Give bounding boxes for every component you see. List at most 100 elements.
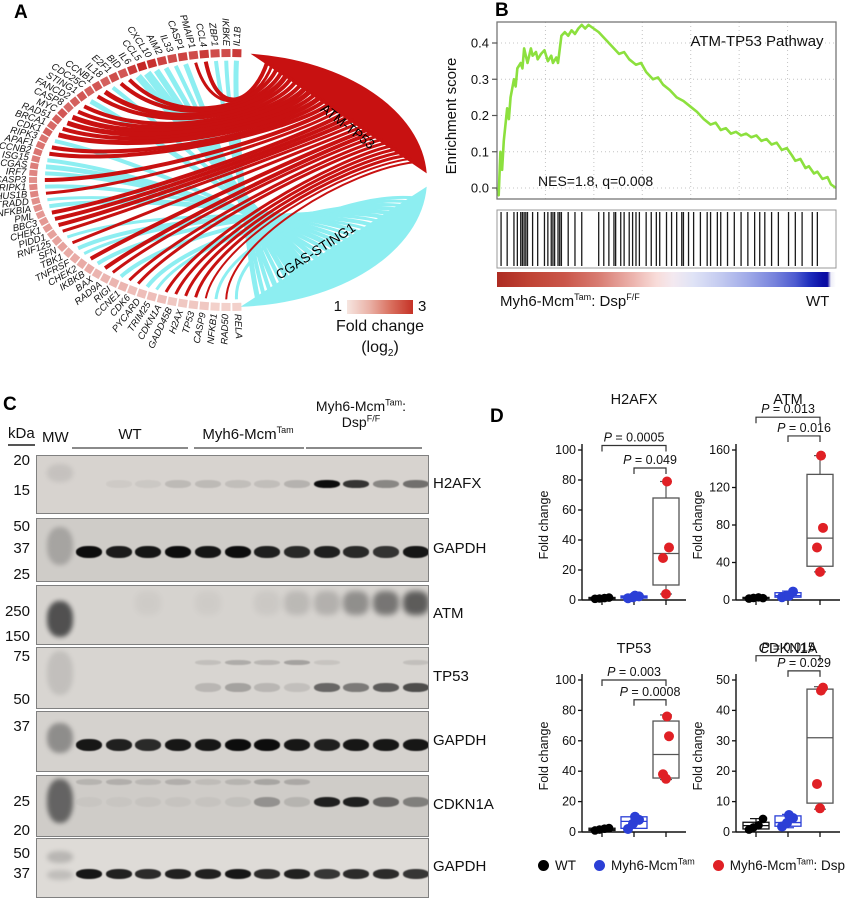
protein-band bbox=[165, 869, 192, 879]
ribbon-IKBKB bbox=[96, 211, 386, 266]
data-point bbox=[604, 823, 614, 833]
protein-band bbox=[105, 869, 132, 879]
gene-label-IL1B: IL1B bbox=[232, 26, 244, 47]
protein-band bbox=[165, 797, 192, 807]
dsp-dot-icon bbox=[712, 860, 724, 871]
nes-annotation: NES=1.8, q=0.008 bbox=[538, 173, 653, 189]
ribbon-CDK6 bbox=[137, 141, 388, 285]
data-point bbox=[784, 809, 794, 820]
y-tick-label: 0 bbox=[723, 825, 730, 839]
rank-gradient-bar bbox=[497, 272, 836, 287]
gene-block-TRADD bbox=[31, 197, 41, 205]
protein-band bbox=[194, 682, 221, 692]
protein-band bbox=[194, 779, 221, 785]
ribbon-SFN bbox=[71, 124, 364, 245]
boxplot-atm: ATM 0 40 80 120 160 Fold change P = 0.013 P = 0.… bbox=[692, 392, 840, 607]
ribbon-CHEK2 bbox=[89, 127, 369, 261]
fc-min-label: 1 bbox=[333, 298, 342, 315]
gene-label-NFKB1: NFKB1 bbox=[206, 313, 221, 345]
kda-marker-20: 20 bbox=[13, 822, 30, 839]
data-point bbox=[812, 778, 822, 789]
data-point bbox=[664, 731, 674, 742]
protein-band bbox=[343, 480, 370, 488]
data-point bbox=[664, 542, 674, 553]
kda-marker-50: 50 bbox=[13, 691, 30, 708]
chart-title: H2AFX bbox=[611, 392, 658, 408]
p-value: P = 0.015 bbox=[761, 641, 815, 655]
panel-d-label: D bbox=[490, 406, 504, 427]
gene-block-CGAS bbox=[29, 162, 39, 170]
p-bracket bbox=[601, 444, 667, 452]
protein-band bbox=[76, 779, 102, 785]
ribbon-RAD9A bbox=[111, 134, 379, 274]
blot-label-gapdh-4: GAPDH bbox=[433, 731, 487, 749]
ribbon-TRIM25 bbox=[155, 203, 404, 291]
data-point bbox=[816, 450, 826, 461]
protein-band bbox=[194, 591, 221, 615]
y-tick-label: 0.0 bbox=[471, 181, 489, 196]
gene-block-ISG15 bbox=[31, 155, 41, 163]
gene-block-MYC bbox=[57, 107, 68, 119]
data-point bbox=[758, 593, 768, 603]
gene-block-CCL5 bbox=[136, 61, 148, 72]
protein-band bbox=[105, 779, 132, 785]
protein-band bbox=[165, 779, 192, 785]
p-bracket bbox=[787, 435, 821, 442]
gsea-right-group-label: WT bbox=[806, 293, 830, 310]
boxplot-h2afx: H2AFX 0 20 40 60 80 100 Fold change P = 0.0005 P … bbox=[538, 392, 686, 607]
data-point bbox=[784, 590, 794, 601]
protein-band bbox=[373, 739, 399, 751]
gene-label-HUS1B: HUS1B bbox=[0, 189, 28, 202]
mw-marker-blob bbox=[47, 464, 73, 482]
protein-band bbox=[313, 869, 340, 879]
box bbox=[652, 720, 680, 779]
gene-block-CASP8 bbox=[63, 102, 74, 113]
protein-band bbox=[224, 797, 251, 807]
gene-block-CCNB2 bbox=[33, 147, 43, 157]
blot-label-h2afx-0: H2AFX bbox=[433, 474, 482, 492]
y-tick-label: 0.2 bbox=[471, 108, 489, 123]
protein-band bbox=[254, 546, 281, 558]
blot-strip-gapdh-1 bbox=[36, 518, 429, 582]
kda-marker-37: 37 bbox=[13, 718, 30, 735]
gene-label-CASP3: CASP3 bbox=[0, 175, 27, 186]
gsea-title: ATM-TP53 Pathway bbox=[690, 33, 824, 50]
protein-band bbox=[165, 480, 192, 488]
protein-band bbox=[194, 797, 221, 807]
panel-a-label: A bbox=[14, 2, 28, 23]
protein-band bbox=[254, 797, 281, 807]
ribbon-TP53 bbox=[194, 154, 407, 298]
panel-b-label: B bbox=[495, 0, 509, 21]
gene-block-RIGI bbox=[108, 277, 120, 288]
chord-diagram: IL1BIKBKEZBP1CCL4PMAIP1CASP1IL33AIM2CXCL… bbox=[0, 13, 427, 351]
kda-marker-50: 50 bbox=[13, 845, 30, 862]
p-value: P = 0.003 bbox=[607, 665, 661, 679]
gene-block-TBK1 bbox=[63, 247, 74, 258]
protein-band bbox=[402, 797, 428, 807]
gene-block-CCNB1 bbox=[91, 80, 103, 92]
blot-label-atm-2: ATM bbox=[433, 605, 464, 622]
kda-marker-37: 37 bbox=[13, 540, 30, 557]
protein-band bbox=[165, 546, 192, 558]
ribbon-CASP3 bbox=[44, 105, 336, 182]
p-value: P = 0.013 bbox=[761, 402, 815, 416]
ribbon-CDC25C bbox=[96, 76, 294, 121]
gene-block-CHEK1 bbox=[42, 223, 53, 233]
gene-block-RAD9A bbox=[100, 272, 111, 284]
protein-band bbox=[373, 797, 399, 807]
p-bracket bbox=[755, 416, 821, 424]
protein-band bbox=[343, 591, 370, 615]
kda-marker-50: 50 bbox=[13, 518, 30, 535]
ribbon-CASP8 bbox=[77, 82, 303, 130]
group-dsp-rule bbox=[306, 447, 422, 449]
y-tick-label: 20 bbox=[716, 764, 730, 778]
protein-band bbox=[343, 869, 370, 879]
protein-band bbox=[254, 869, 281, 879]
chart-title: CDKN1A bbox=[759, 641, 818, 657]
fc-max-label: 3 bbox=[418, 298, 427, 315]
protein-band bbox=[402, 480, 428, 488]
mw-marker-blob bbox=[47, 851, 73, 863]
gene-label-RAD50: RAD50 bbox=[219, 313, 231, 345]
gene-block-CDKN1A bbox=[156, 294, 168, 305]
